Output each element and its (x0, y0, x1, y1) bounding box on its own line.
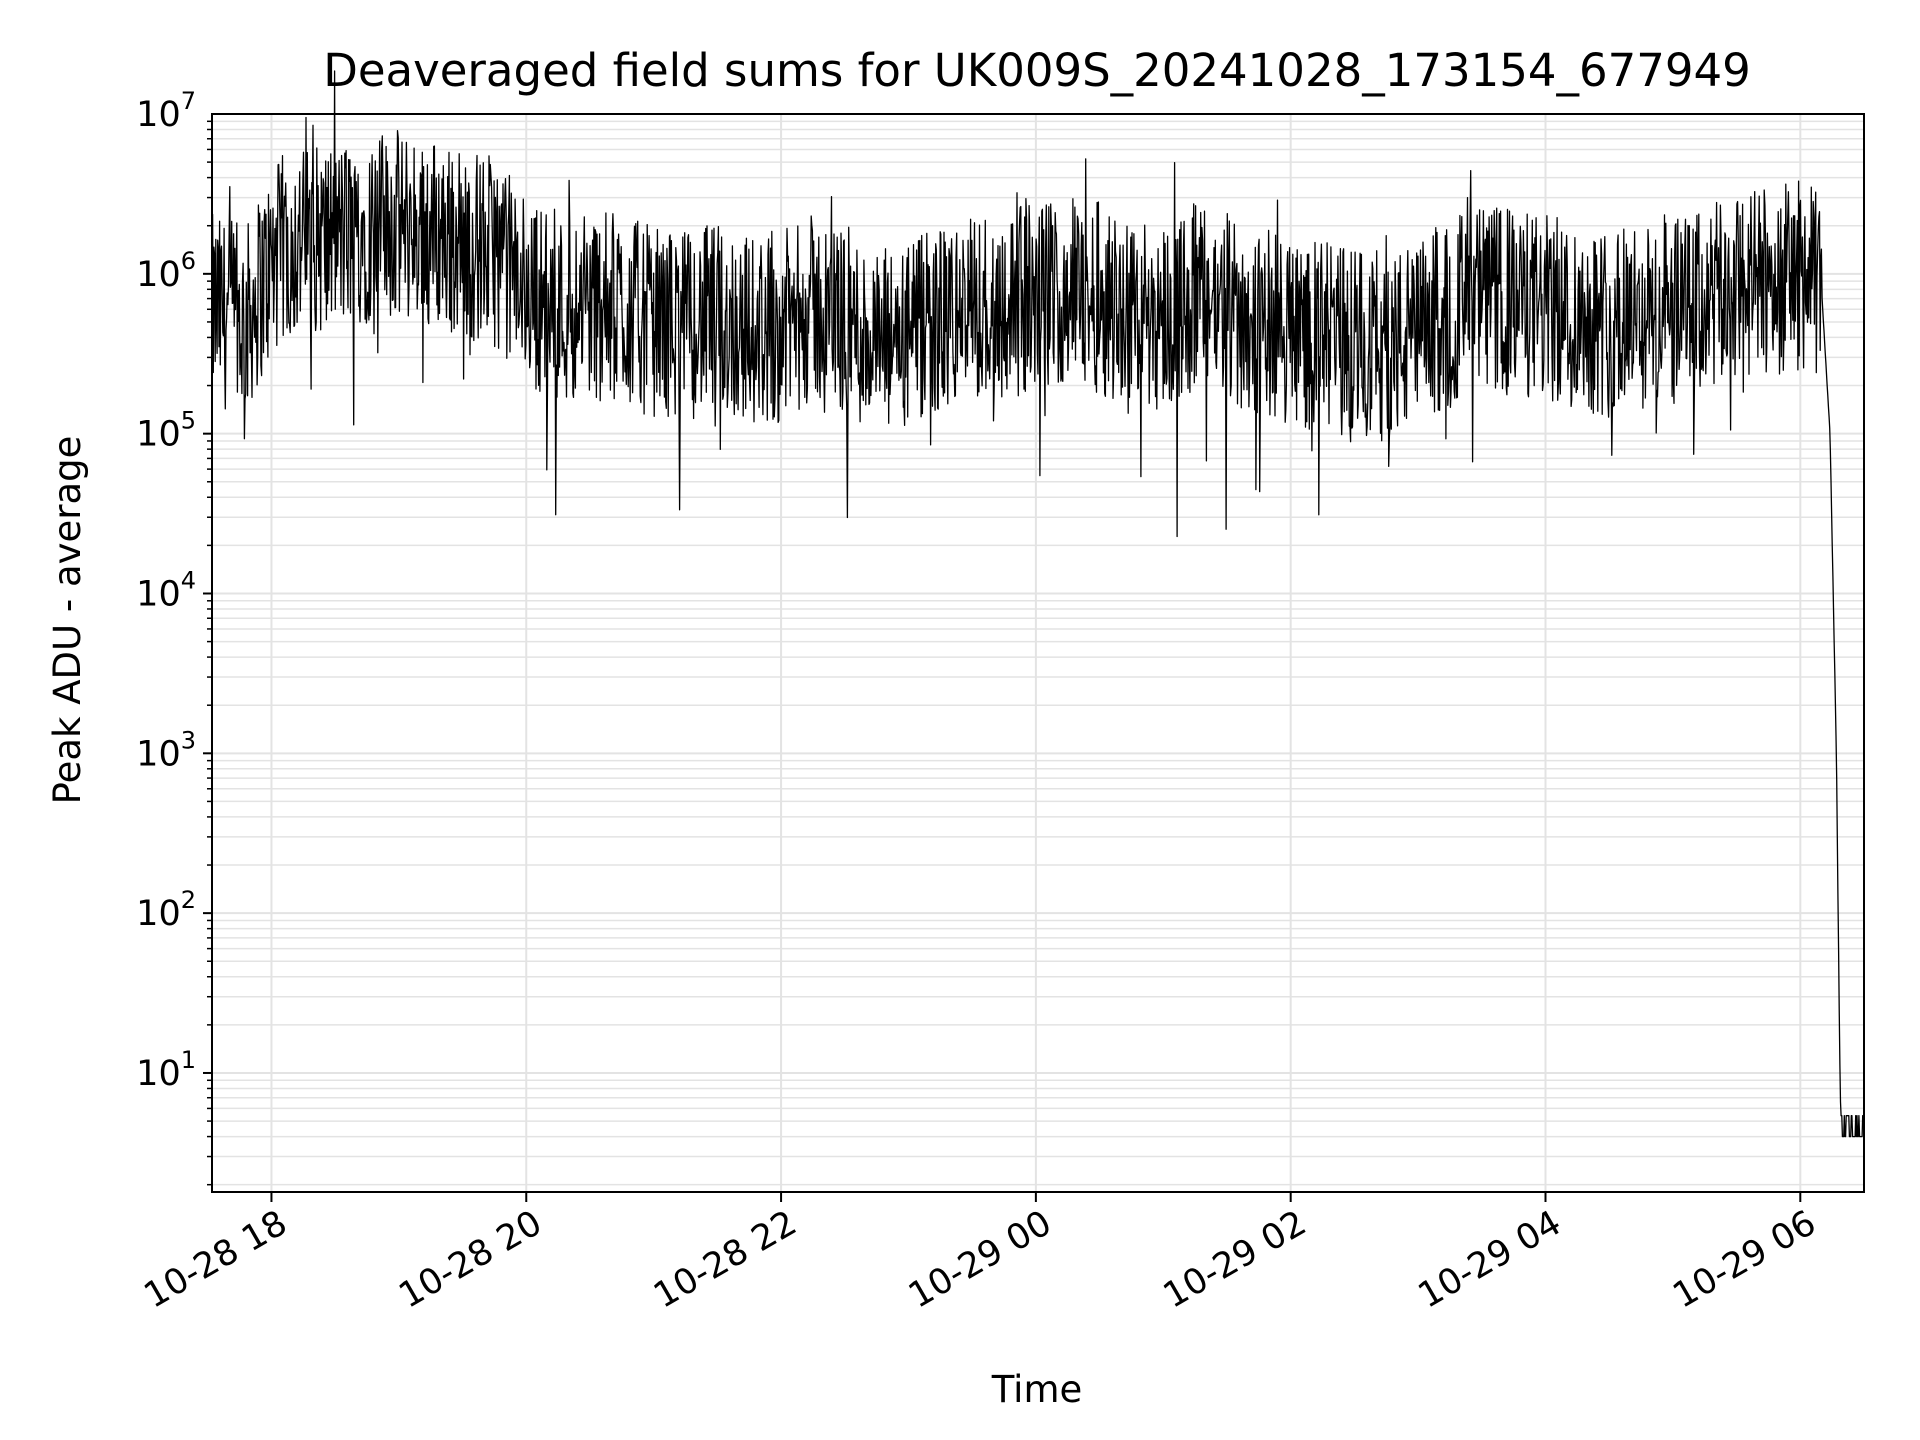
x-axis-label: Time (991, 1368, 1083, 1411)
data-line-layer (211, 70, 1865, 1138)
y-axis-label: Peak ADU - average (46, 436, 89, 805)
y-tick-label: 104 (136, 566, 196, 614)
data-series-line (211, 70, 1865, 1138)
y-tick-label: 105 (136, 407, 196, 455)
y-tick-label: 102 (136, 886, 196, 934)
y-tick-label: 106 (136, 247, 196, 295)
y-tick-label: 103 (136, 726, 196, 774)
chart-title: Deaveraged field sums for UK009S_2024102… (323, 44, 1751, 97)
y-tick-label: 107 (136, 87, 196, 135)
y-tick-label: 101 (136, 1046, 196, 1094)
plot-frame (211, 113, 1865, 1193)
